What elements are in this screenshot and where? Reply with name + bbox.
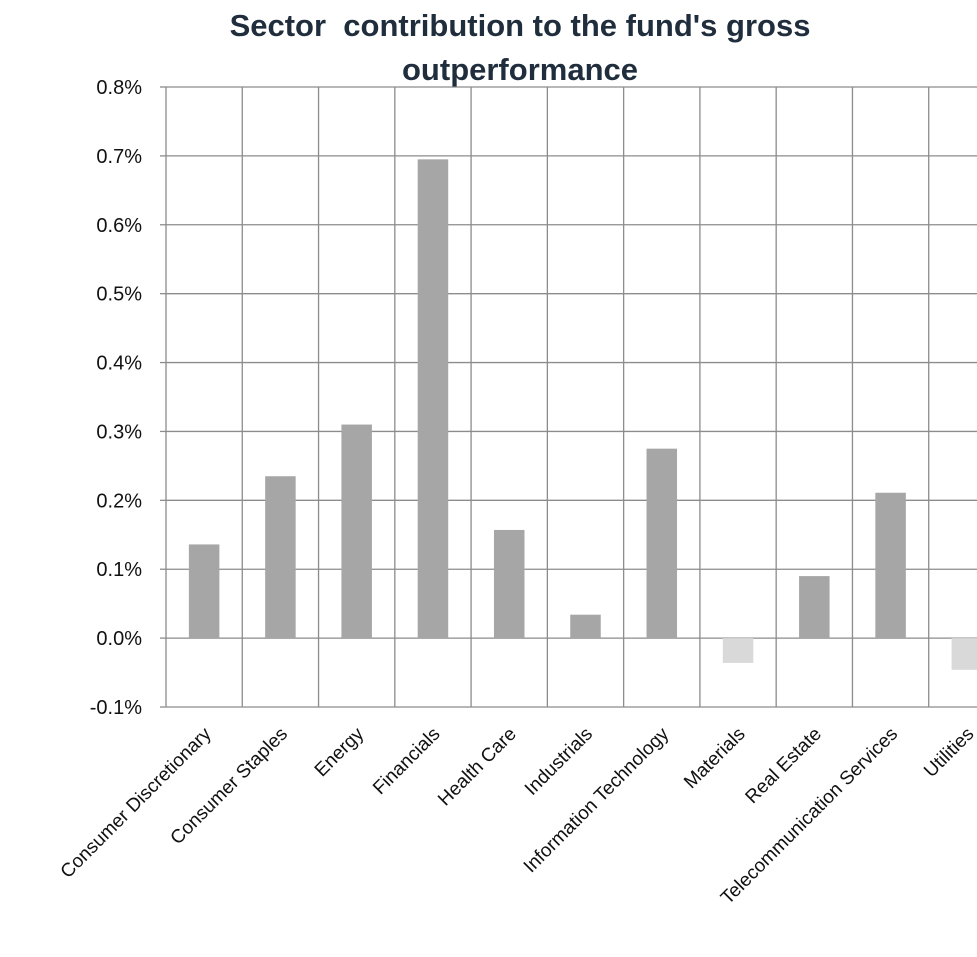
y-axis-tick-labels: -0.1% 0.0% 0.1% 0.2% 0.3% 0.4% 0.5% 0.6% 0.7% 0.8… [90,77,142,719]
y-tick-label: 0.1% [96,559,142,581]
bar-real-estate [799,576,830,639]
x-tick-label: Materials [680,724,749,793]
bar-materials [722,638,754,663]
bar-energy [341,424,372,639]
bars [188,159,977,670]
bar-industrials [570,614,601,639]
x-tick-label: Energy [311,723,369,781]
y-tick-label: 0.8% [96,77,142,99]
x-tick-label: Utilities [920,724,977,782]
y-tick-label: 0.3% [96,421,142,443]
bar-telecommunication-services [875,492,906,639]
y-tick-label: 0.5% [96,284,142,306]
bar-utilities [951,638,977,670]
bar-consumer-discretionary [188,544,220,639]
x-tick-label: Consumer Discretionary [57,723,216,882]
grid-lines [160,86,977,708]
y-tick-label: 0.6% [96,215,142,237]
bar-health-care [493,529,525,639]
bar-information-technology [646,448,678,639]
bar-financials [417,159,449,639]
y-tick-label: 0.4% [96,353,142,375]
bar-consumer-staples [265,476,296,639]
x-tick-label: Financials [369,724,444,799]
x-tick-label: Health Care [434,724,521,811]
chart-title: Sector contribution to the fund's gross … [229,8,820,87]
x-tick-label: Information Technology [520,723,674,877]
y-tick-label: 0.7% [96,146,142,168]
x-tick-label: Industrials [521,724,597,800]
y-tick-label: 0.0% [96,628,142,650]
y-tick-label: -0.1% [90,697,142,719]
y-tick-label: 0.2% [96,490,142,512]
x-tick-label: Real Estate [742,724,826,808]
